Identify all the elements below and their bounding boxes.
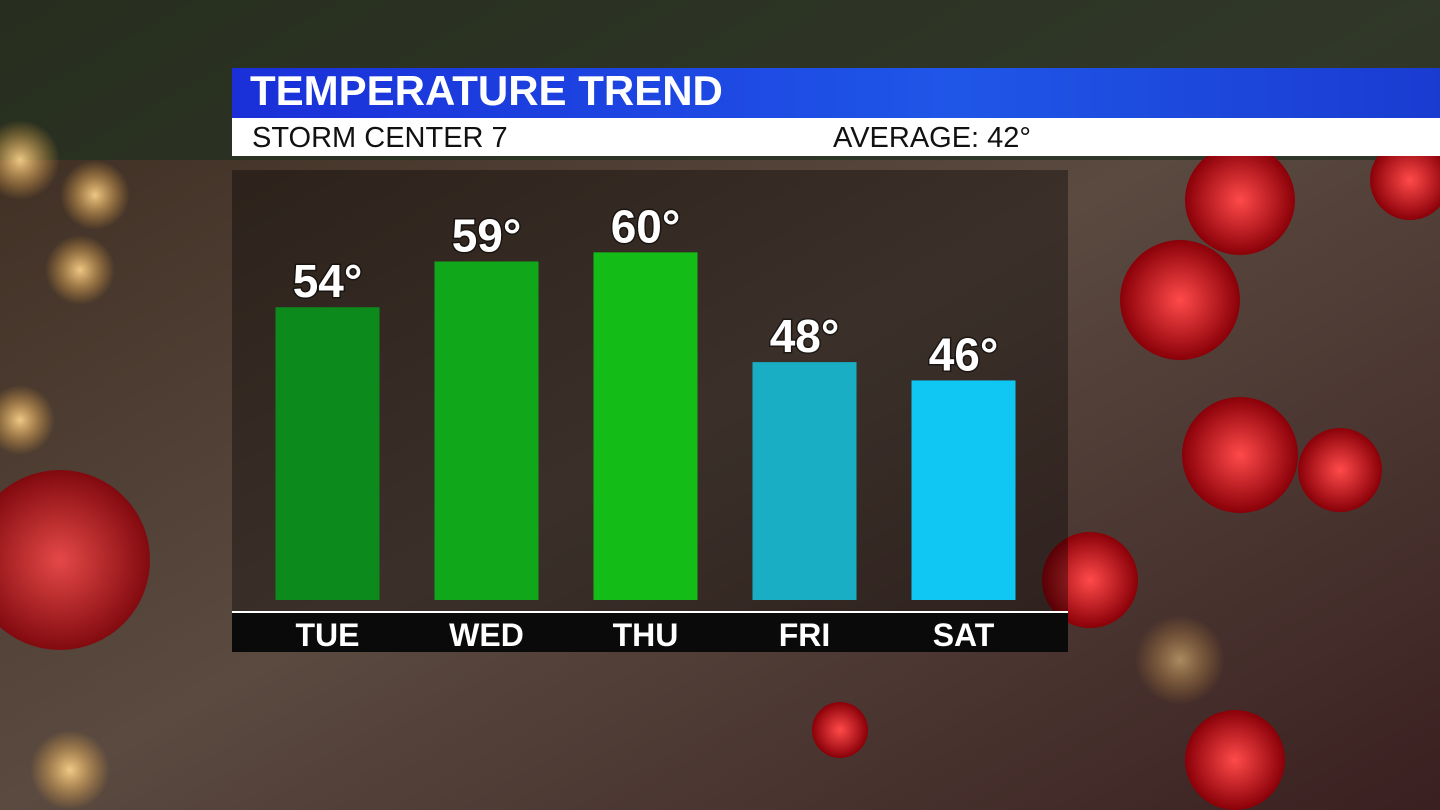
- bar: [911, 380, 1016, 600]
- category-bar: [232, 612, 1068, 652]
- value-label: 46°: [929, 328, 999, 380]
- x-tick-label: SAT: [933, 617, 995, 653]
- title-bar: [232, 68, 1440, 118]
- x-tick-label: FRI: [779, 617, 831, 653]
- x-tick-label: TUE: [296, 617, 360, 653]
- bar: [593, 252, 698, 600]
- x-tick-label: THU: [613, 617, 679, 653]
- value-label: 48°: [770, 310, 840, 362]
- value-label: 59°: [452, 209, 522, 261]
- bar: [752, 362, 857, 600]
- x-tick-label: WED: [449, 617, 524, 653]
- chart-subtitle: STORM CENTER 7: [252, 122, 508, 154]
- bar: [275, 307, 380, 600]
- average-label: AVERAGE: 42°: [833, 122, 1031, 154]
- bar: [434, 261, 539, 600]
- value-label: 54°: [293, 255, 363, 307]
- value-label: 60°: [611, 200, 681, 252]
- subtitle-bar: [232, 118, 1440, 156]
- chart-title: TEMPERATURE TREND: [250, 67, 723, 114]
